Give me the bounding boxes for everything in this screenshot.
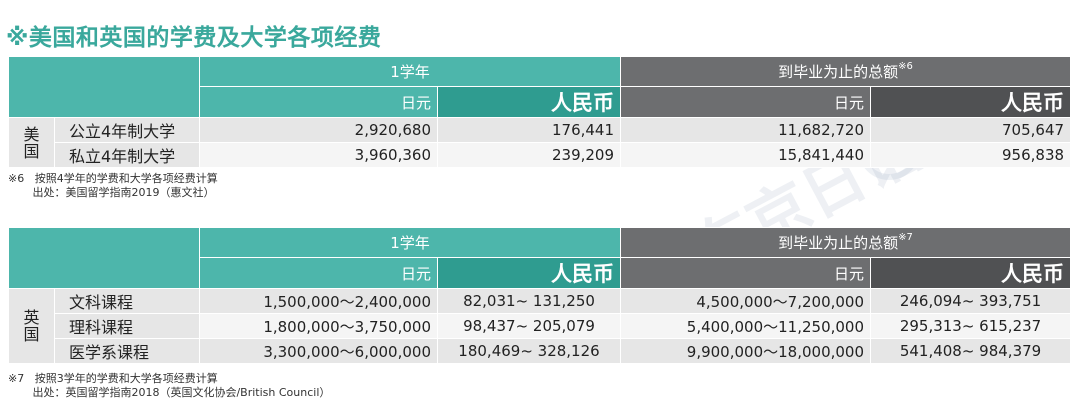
- header-blank-cell: [8, 227, 200, 289]
- cell-yen-one-year: 1,800,000～3,750,000: [199, 313, 438, 339]
- cell-rmb-one-year: 82,031~ 131,250: [436, 288, 622, 314]
- header-total-note: ※6: [898, 61, 913, 72]
- header-blank-cell: [8, 56, 200, 118]
- cell-yen-total: 4,500,000～7,200,000: [620, 288, 872, 314]
- cell-yen-one-year: 1,500,000～2,400,000: [199, 288, 438, 314]
- cell-yen-total: 5,400,000～11,250,000: [620, 313, 872, 339]
- header-yen: 日元: [199, 86, 438, 118]
- footnote-6: ※6 按照4学年的学费和大学各项经费计算 出处：美国留学指南2019（惠文社）: [8, 172, 218, 199]
- header-one-year: 1学年: [198, 227, 622, 258]
- row-label: 理科课程: [54, 313, 200, 339]
- header-total-yen: 日元: [620, 257, 872, 289]
- row-label: 公立4年制大学: [54, 117, 200, 143]
- cell-yen-one-year: 3,960,360: [199, 142, 438, 168]
- row-label: 私立4年制大学: [54, 142, 200, 168]
- header-one-year: 1学年: [198, 56, 622, 87]
- header-total-until-graduation: 到毕业为止的总额※7: [620, 227, 1072, 258]
- row-label: 医学系课程: [54, 338, 200, 364]
- country-label-us: 美国: [8, 117, 55, 168]
- cell-yen-total: 11,682,720: [620, 117, 872, 143]
- cell-yen-one-year: 3,300,000～6,000,000: [199, 338, 438, 364]
- header-total-until-graduation: 到毕业为止的总额※6: [620, 56, 1072, 87]
- header-rmb: 人民币: [436, 86, 622, 118]
- cell-rmb-one-year: 176,441: [436, 117, 622, 143]
- footnote-7: ※7 按照3学年的学费和大学各项经费计算 出处：英国留学指南2018（英国文化协…: [8, 372, 331, 399]
- cell-rmb-total: 541,408~ 984,379: [870, 338, 1072, 364]
- header-total-note: ※7: [898, 232, 913, 243]
- cell-rmb-total: 956,838: [870, 142, 1072, 168]
- row-label: 文科课程: [54, 288, 200, 314]
- country-label-uk: 英国: [8, 288, 55, 364]
- cell-rmb-total: 246,094~ 393,751: [870, 288, 1072, 314]
- cell-rmb-total: 295,313~ 615,237: [870, 313, 1072, 339]
- cell-yen-one-year: 2,920,680: [199, 117, 438, 143]
- header-total-rmb: 人民币: [870, 257, 1072, 289]
- cell-yen-total: 9,900,000～18,000,000: [620, 338, 872, 364]
- cell-rmb-one-year: 180,469~ 328,126: [436, 338, 622, 364]
- header-rmb: 人民币: [436, 257, 622, 289]
- cell-rmb-total: 705,647: [870, 117, 1072, 143]
- header-total-rmb: 人民币: [870, 86, 1072, 118]
- cell-rmb-one-year: 98,437~ 205,079: [436, 313, 622, 339]
- cell-yen-total: 15,841,440: [620, 142, 872, 168]
- cell-rmb-one-year: 239,209: [436, 142, 622, 168]
- uk-cost-table: 1学年 到毕业为止的总额※7 日元 人民币 日元 人民币 英国 文科课程 1,5…: [8, 227, 1072, 364]
- header-yen: 日元: [199, 257, 438, 289]
- us-cost-table: 1学年 到毕业为止的总额※6 日元 人民币 日元 人民币 美国 公立4年制大学 …: [8, 56, 1072, 168]
- header-total-yen: 日元: [620, 86, 872, 118]
- page-title: ※美国和英国的学费及大学各项经费: [6, 25, 382, 51]
